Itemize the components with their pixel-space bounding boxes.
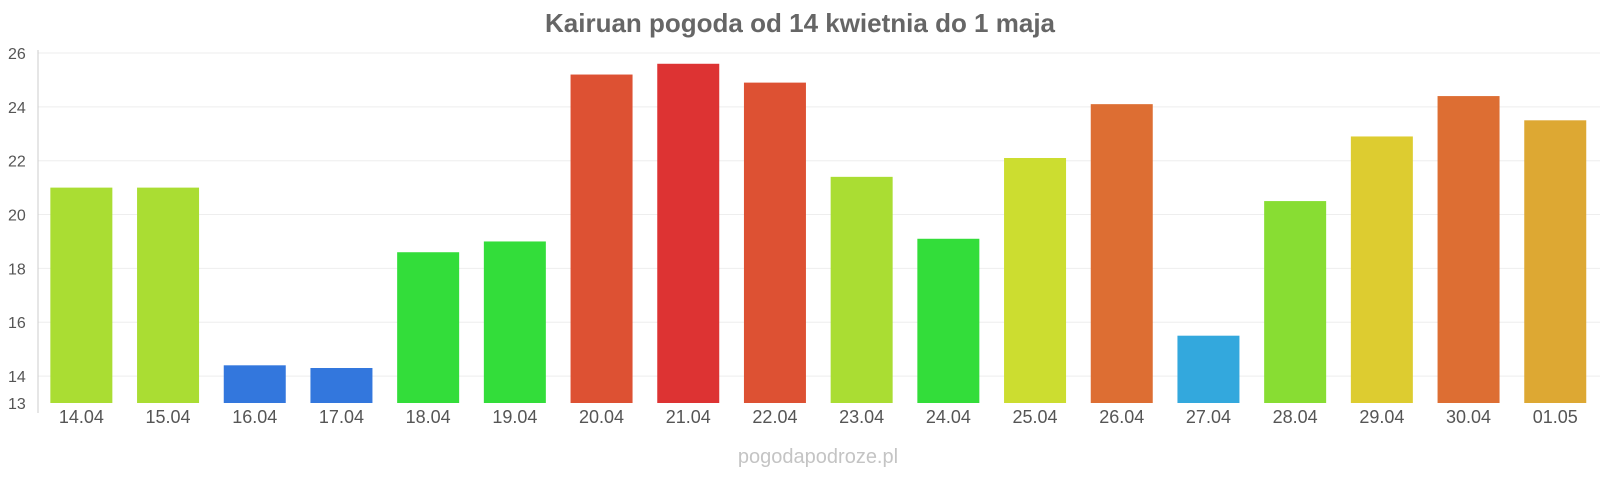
x-tick-label: 30.04 bbox=[1446, 407, 1491, 427]
x-tick-label: 16.04 bbox=[232, 407, 277, 427]
x-tick-label: 14.04 bbox=[59, 407, 104, 427]
y-tick-label: 16 bbox=[8, 315, 26, 332]
bar-20.04[interactable] bbox=[570, 74, 633, 404]
bar-26.04[interactable] bbox=[1090, 104, 1153, 404]
bar-27.04[interactable] bbox=[1177, 335, 1240, 403]
bar-17.04[interactable] bbox=[310, 368, 373, 403]
x-tick-label: 17.04 bbox=[319, 407, 364, 427]
bar-28.04[interactable] bbox=[1264, 201, 1327, 403]
bar-14.04[interactable] bbox=[50, 187, 113, 403]
x-tick-label: 27.04 bbox=[1186, 407, 1231, 427]
x-tick-label: 26.04 bbox=[1099, 407, 1144, 427]
y-tick-label: 20 bbox=[8, 208, 26, 225]
y-tick-label: 13 bbox=[8, 396, 26, 413]
y-tick-label: 18 bbox=[8, 261, 26, 278]
y-tick-label: 22 bbox=[8, 154, 26, 171]
x-tick-label: 22.04 bbox=[752, 407, 797, 427]
bar-29.04[interactable] bbox=[1350, 136, 1413, 403]
gridlines bbox=[38, 52, 1600, 377]
x-tick-label: 19.04 bbox=[492, 407, 537, 427]
bar-19.04[interactable] bbox=[483, 241, 546, 403]
x-tick-label: 29.04 bbox=[1359, 407, 1404, 427]
bar-15.04[interactable] bbox=[137, 187, 200, 403]
y-tick-label: 14 bbox=[8, 369, 26, 386]
x-tick-label: 23.04 bbox=[839, 407, 884, 427]
x-tick-label: 28.04 bbox=[1273, 407, 1318, 427]
x-tick-label: 18.04 bbox=[406, 407, 451, 427]
x-axis-ticks: 14.04 15.04 16.04 17.04 18.04 19.04 20.04 21.04… bbox=[59, 407, 1578, 427]
y-tick-label: 26 bbox=[8, 46, 26, 63]
chart-title: Kairuan pogoda od 14 kwietnia do 1 maja bbox=[545, 8, 1056, 38]
bar-22.04[interactable] bbox=[743, 82, 806, 403]
bar-01.05[interactable] bbox=[1524, 120, 1587, 404]
bar-24.04[interactable] bbox=[917, 238, 980, 403]
bar-16.04[interactable] bbox=[223, 365, 286, 403]
y-axis-ticks: 13 14 16 18 20 22 24 26 bbox=[8, 46, 26, 413]
bar-23.04[interactable] bbox=[830, 176, 893, 403]
y-tick-label: 24 bbox=[8, 100, 26, 117]
bar-18.04[interactable] bbox=[397, 252, 460, 403]
x-tick-label: 24.04 bbox=[926, 407, 971, 427]
x-tick-label: 15.04 bbox=[146, 407, 191, 427]
watermark: pogodapodroze.pl bbox=[738, 446, 898, 468]
bar-30.04[interactable] bbox=[1437, 96, 1500, 404]
x-tick-label: 01.05 bbox=[1533, 407, 1578, 427]
x-tick-label: 21.04 bbox=[666, 407, 711, 427]
x-tick-label: 20.04 bbox=[579, 407, 624, 427]
bar-21.04[interactable] bbox=[657, 63, 720, 404]
bar-25.04[interactable] bbox=[1004, 158, 1067, 403]
x-tick-label: 25.04 bbox=[1013, 407, 1058, 427]
bars bbox=[50, 63, 1587, 404]
